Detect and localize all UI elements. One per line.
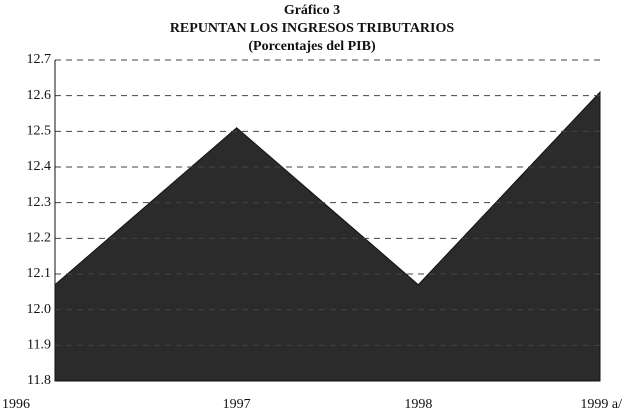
chart-subtitle: REPUNTAN LOS INGRESOS TRIBUTARIOS [170, 21, 455, 36]
x-tick-label: 1998 [404, 397, 432, 412]
y-tick-label: 12.4 [27, 159, 52, 174]
y-tick-label: 12.2 [27, 231, 52, 246]
y-tick-label: 12.3 [27, 195, 52, 210]
y-tick-label: 12.1 [27, 266, 52, 281]
y-tick-label: 12.0 [27, 302, 52, 317]
y-tick-label: 12.6 [27, 88, 52, 103]
x-tick-label: 1996 [2, 397, 30, 412]
y-tick-label: 12.5 [27, 124, 52, 139]
area [54, 90, 601, 382]
x-tick-label: 1997 [223, 397, 251, 412]
y-label: (Porcentajes del PIB) [248, 39, 376, 54]
y-tick-label: 11.9 [27, 338, 51, 353]
chart-title: Gráfico 3 [284, 3, 340, 18]
x-tick-label: 1999 a/ [580, 397, 622, 412]
y-tick-label: 12.7 [27, 52, 52, 67]
y-tick-label: 11.8 [27, 373, 51, 388]
